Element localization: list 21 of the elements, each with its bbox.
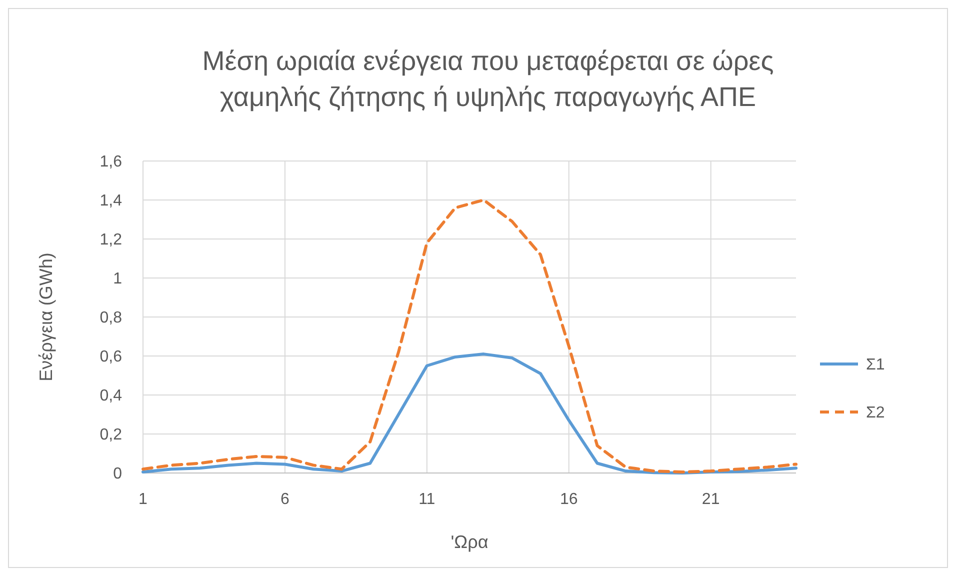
y-tick-label: 1,6 — [100, 154, 122, 171]
line-series — [142, 198, 798, 474]
x-tick-label: 6 — [280, 491, 290, 508]
chart-title: Μέση ωριαία ενέργεια που μεταφέρεται σε ώρες χαμηλής ζήτησης ή υψηλής παραγωγής ΑΠΕ — [202, 46, 774, 112]
y-tick-label: 1 — [113, 270, 122, 288]
x-tick-label: 1 — [138, 491, 148, 508]
y-tick-label: 0,8 — [100, 310, 122, 327]
y-tick-label: 0,2 — [100, 426, 122, 444]
x-tick-label: 21 — [702, 491, 720, 508]
y-tick-label: 1,2 — [100, 232, 122, 249]
x-axis-title: 'Ωρα — [450, 532, 488, 552]
legend-label: Σ1 — [866, 356, 885, 374]
y-axis-title: Ενέργεια (GWh) — [36, 252, 56, 382]
y-tick-label: 0 — [113, 466, 122, 483]
y-tick-label: 0,4 — [100, 388, 122, 405]
y-tick-label: 1,4 — [100, 192, 122, 210]
x-tick-label: 16 — [560, 491, 578, 508]
x-tick-label: 11 — [418, 491, 436, 508]
y-tick-label: 0,6 — [100, 348, 122, 366]
line-series — [142, 352, 798, 474]
legend-label: Σ2 — [866, 404, 885, 422]
